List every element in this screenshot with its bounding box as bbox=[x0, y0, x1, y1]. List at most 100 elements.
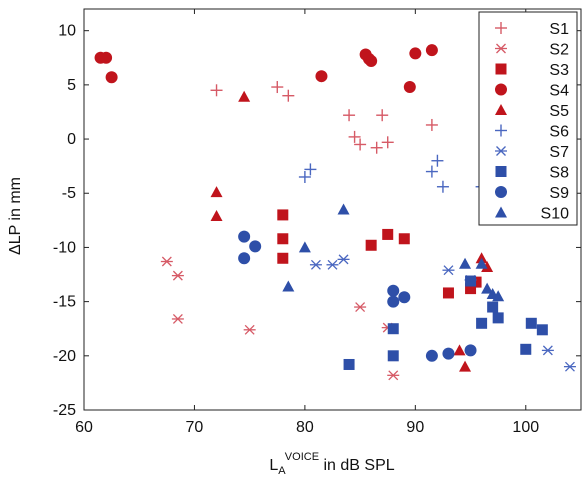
y-tick-label: 0 bbox=[67, 131, 76, 148]
legend-label-s9: S9 bbox=[549, 185, 569, 202]
data-point-s2 bbox=[243, 324, 256, 335]
data-point-s10 bbox=[459, 257, 472, 269]
data-point-s3 bbox=[398, 233, 410, 245]
legend-marker-s9 bbox=[495, 186, 507, 198]
legend-label-s8: S8 bbox=[549, 165, 569, 182]
legend-marker-s1 bbox=[495, 22, 507, 34]
data-point-s3 bbox=[465, 283, 477, 295]
data-point-s1 bbox=[271, 81, 284, 94]
legend-label-s6: S6 bbox=[549, 124, 569, 141]
data-point-s8 bbox=[487, 301, 499, 313]
y-tick-label: -20 bbox=[53, 348, 76, 365]
legend-label-s10: S10 bbox=[541, 206, 570, 223]
data-point-s3 bbox=[382, 228, 394, 240]
data-point-s8 bbox=[465, 275, 477, 287]
data-point-s5 bbox=[453, 344, 466, 356]
data-point-s9 bbox=[238, 230, 251, 243]
data-point-s9 bbox=[249, 240, 262, 253]
y-tick-label: 10 bbox=[58, 23, 76, 40]
data-point-s9 bbox=[387, 284, 400, 297]
data-point-s10 bbox=[492, 290, 505, 302]
data-point-s4 bbox=[315, 70, 328, 83]
data-point-s8 bbox=[387, 323, 399, 335]
data-point-s1 bbox=[343, 109, 356, 122]
legend-box bbox=[478, 11, 578, 226]
data-point-s5 bbox=[459, 360, 472, 372]
legend-label-s3: S3 bbox=[549, 62, 569, 79]
legend-marker-s6 bbox=[495, 124, 507, 137]
x-axis-label-sub: A bbox=[278, 465, 286, 477]
data-point-s10 bbox=[481, 282, 494, 294]
x-tick-label: 80 bbox=[296, 419, 314, 436]
x-axis-label-main: L bbox=[269, 457, 278, 474]
data-point-s5 bbox=[210, 186, 223, 198]
data-point-s4 bbox=[365, 55, 378, 68]
data-point-s3 bbox=[442, 287, 454, 299]
x-tick-label: 60 bbox=[75, 419, 93, 436]
legend-marker-s7 bbox=[495, 146, 507, 156]
data-point-s2 bbox=[387, 370, 400, 381]
data-point-s5 bbox=[481, 260, 494, 272]
data-point-s2 bbox=[354, 302, 367, 313]
legend-marker-s5 bbox=[495, 104, 507, 115]
data-point-s3 bbox=[470, 276, 482, 288]
data-point-s7 bbox=[326, 259, 339, 270]
legend-label-s7: S7 bbox=[549, 144, 569, 161]
data-point-s3 bbox=[277, 233, 289, 245]
data-point-s4 bbox=[100, 51, 113, 64]
data-point-s9 bbox=[398, 291, 411, 304]
data-point-s7 bbox=[541, 345, 554, 356]
data-point-s8 bbox=[492, 312, 504, 324]
data-point-s2 bbox=[171, 314, 184, 324]
legend-label-s2: S2 bbox=[549, 42, 569, 59]
y-tick-label: -5 bbox=[62, 185, 76, 202]
x-axis-label-rest: in dB SPL bbox=[319, 457, 395, 474]
data-point-s9 bbox=[387, 295, 400, 308]
data-point-s1 bbox=[425, 118, 438, 131]
data-point-s8 bbox=[387, 350, 399, 362]
data-point-s3 bbox=[365, 239, 377, 251]
legend-marker-s8 bbox=[495, 166, 507, 177]
data-point-s4 bbox=[105, 71, 118, 84]
data-point-s1 bbox=[210, 84, 223, 97]
data-points bbox=[94, 44, 576, 381]
data-point-s5 bbox=[210, 210, 223, 222]
y-tick-label: 5 bbox=[67, 77, 76, 94]
data-point-s10 bbox=[337, 203, 350, 215]
legend-label-s5: S5 bbox=[549, 103, 569, 120]
data-point-s8 bbox=[525, 317, 537, 329]
x-axis-label-sup: VOICE bbox=[285, 451, 319, 463]
legend-marker-s4 bbox=[495, 83, 507, 96]
y-tick-label: -10 bbox=[53, 239, 76, 256]
legend-marker-s2 bbox=[495, 43, 507, 54]
y-tick-label: -15 bbox=[53, 294, 76, 311]
data-point-s4 bbox=[403, 81, 416, 94]
data-point-s9 bbox=[238, 252, 251, 265]
data-point-s1 bbox=[381, 136, 394, 149]
data-point-s2 bbox=[171, 270, 184, 281]
data-point-s8 bbox=[536, 324, 548, 336]
data-point-s3 bbox=[277, 252, 289, 264]
legend: S1 S2 S3 S4 S5 S6 S7 S8 S9 S10 bbox=[478, 11, 578, 226]
data-point-s7 bbox=[563, 361, 576, 372]
data-point-s10 bbox=[282, 280, 295, 292]
data-point-s3 bbox=[277, 209, 289, 221]
data-point-s9 bbox=[442, 347, 455, 360]
data-point-s7 bbox=[337, 254, 350, 265]
x-tick-label: 70 bbox=[186, 419, 204, 436]
data-point-s6 bbox=[298, 170, 311, 183]
data-point-s1 bbox=[348, 130, 361, 143]
data-point-s10 bbox=[475, 257, 488, 269]
data-point-s9 bbox=[425, 349, 438, 362]
y-tick-label: -25 bbox=[53, 402, 76, 419]
data-point-s4 bbox=[425, 44, 438, 57]
data-point-s1 bbox=[376, 109, 389, 122]
data-point-s6 bbox=[304, 163, 317, 176]
data-point-s1 bbox=[354, 138, 367, 151]
data-point-s2 bbox=[160, 256, 173, 267]
data-point-s6 bbox=[436, 180, 449, 193]
data-point-s8 bbox=[520, 343, 532, 355]
data-point-s8 bbox=[343, 358, 355, 370]
x-tick-label: 90 bbox=[406, 419, 424, 436]
